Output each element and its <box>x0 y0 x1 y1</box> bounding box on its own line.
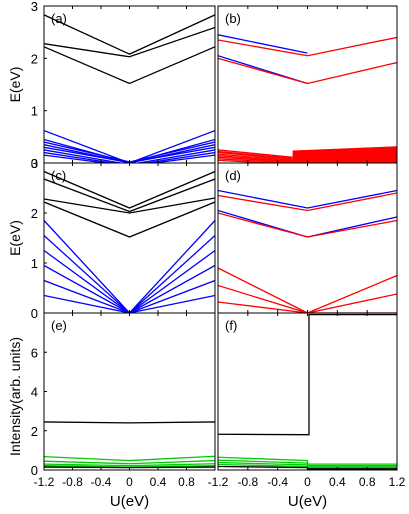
x-tick-label: -0.8 <box>62 475 83 489</box>
panel-frame <box>217 312 398 471</box>
y-tick-label: 1 <box>31 256 38 271</box>
panel-label: (c) <box>51 168 66 183</box>
series-line <box>218 313 397 436</box>
series-line <box>218 284 397 313</box>
y-tick-label: 2 <box>31 51 38 66</box>
series-line <box>218 153 293 162</box>
x-tick-label: 0.8 <box>178 475 195 489</box>
series-line <box>44 149 215 163</box>
x-tick-label: 0.8 <box>359 475 376 489</box>
x-tick-label: 0.4 <box>150 475 167 489</box>
plot-area <box>44 421 215 469</box>
series-line <box>218 150 293 159</box>
x-tick-label: -0.4 <box>91 475 112 489</box>
series-line <box>44 178 215 213</box>
series-line <box>44 455 215 462</box>
y-tick-label: 6 <box>31 345 38 360</box>
panel-label: (d) <box>225 168 241 183</box>
series-line <box>44 26 215 58</box>
panel-f: (f) -1.2 -0.8 -0.4 0 0.4 0.8 1.2 U(eV) <box>208 312 406 510</box>
y-tick-label: 4 <box>31 385 38 400</box>
plot-area <box>218 189 397 313</box>
y-tick-label: 1 <box>31 104 38 119</box>
series-line <box>44 421 215 424</box>
series-line <box>218 456 397 465</box>
x-tick-label: -1.2 <box>208 475 229 489</box>
plot-area <box>218 313 397 470</box>
series-line <box>218 158 293 163</box>
series-line <box>44 129 215 163</box>
y-axis-label: Intensity(arb. units) <box>7 337 23 456</box>
series-line <box>218 155 293 163</box>
series-line <box>218 301 397 313</box>
series-line <box>218 151 293 160</box>
series-line <box>218 149 293 158</box>
panel-label: (b) <box>225 11 241 26</box>
y-tick-label: 3 <box>31 0 38 14</box>
band <box>292 146 397 163</box>
y-tick-label: 0 <box>31 463 38 478</box>
x-tick-label: 0.4 <box>329 475 346 489</box>
y-tick-label: 3 <box>31 156 38 171</box>
series-line <box>218 34 308 54</box>
series-line <box>44 170 215 209</box>
series-line <box>44 201 215 238</box>
x-tick-label: 1.2 <box>389 475 406 489</box>
series-line <box>44 197 215 214</box>
panel-label: (f) <box>225 318 237 333</box>
series-line <box>218 212 397 238</box>
series-line <box>44 235 215 313</box>
panel-d: (d) <box>217 162 398 314</box>
series-line <box>218 209 397 238</box>
y-axis-label: E(eV) <box>7 67 23 103</box>
x-tick-label: 0 <box>126 475 133 489</box>
series-line <box>44 459 215 465</box>
plot-area <box>44 170 215 313</box>
series-line <box>44 151 215 163</box>
series-line <box>44 154 215 163</box>
panel-frame <box>43 5 216 164</box>
x-axis-label: U(eV) <box>110 493 149 510</box>
series-line <box>218 189 397 209</box>
y-axis-label: E(eV) <box>7 220 23 256</box>
y-tick-label: 2 <box>31 424 38 439</box>
x-tick-label: 0 <box>304 475 311 489</box>
x-axis-label: U(eV) <box>288 493 327 510</box>
panel-a: (a) 0 1 2 3 E(eV) <box>7 0 216 171</box>
series-line <box>218 156 293 163</box>
panel-c: (c) 0 1 2 3 E(eV) <box>7 156 216 321</box>
panel-e: (e) 0 2 4 6 Intensity(arb. units) -1.2 -0.8 -0.4… <box>7 312 216 510</box>
series-line <box>218 57 397 85</box>
series-line <box>44 279 215 313</box>
plot-area <box>44 14 215 163</box>
series-line <box>218 192 397 212</box>
panel-b: (b) <box>217 5 398 164</box>
y-tick-label: 0 <box>31 156 38 171</box>
series-line <box>44 264 215 313</box>
x-tick-label: -0.4 <box>267 475 288 489</box>
y-tick-label: 2 <box>31 206 38 221</box>
panel-label: (e) <box>51 318 67 333</box>
panel-frame <box>217 162 398 314</box>
panel-frame <box>43 312 216 471</box>
x-tick-label: -1.2 <box>34 475 55 489</box>
series-line <box>218 159 285 163</box>
series-line <box>44 138 215 163</box>
series-line <box>44 249 215 313</box>
panel-label: (a) <box>51 11 67 26</box>
series-line <box>218 267 397 313</box>
x-tick-label: -0.8 <box>237 475 258 489</box>
series-line <box>44 144 215 163</box>
plot-area <box>218 34 397 163</box>
series-line <box>44 294 215 313</box>
series-line <box>44 463 215 467</box>
series-line <box>44 220 215 313</box>
y-tick-label: 0 <box>31 306 38 321</box>
series-line <box>44 14 215 55</box>
series-line <box>44 46 215 85</box>
series-line <box>218 36 397 57</box>
panel-frame <box>217 5 398 164</box>
